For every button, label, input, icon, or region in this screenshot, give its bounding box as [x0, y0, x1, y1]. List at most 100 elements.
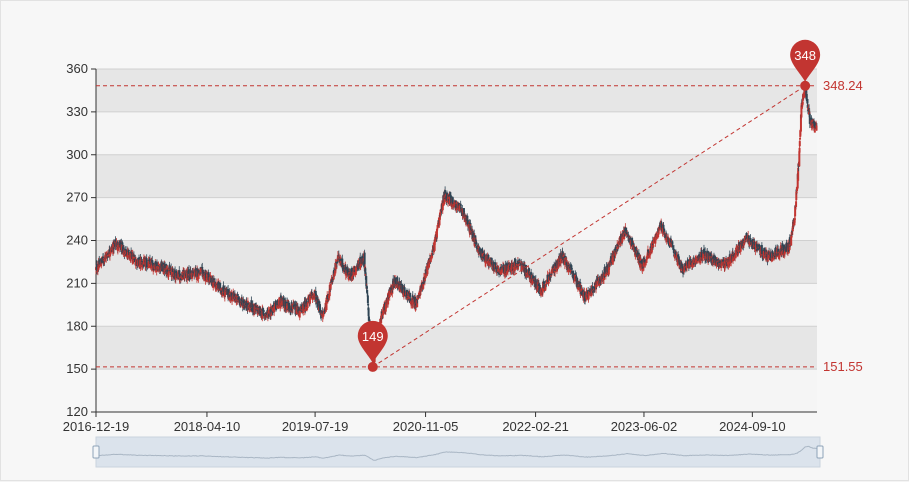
min-point-dot[interactable]: [367, 361, 378, 372]
candle-body[interactable]: [806, 98, 809, 104]
candle-body[interactable]: [162, 271, 165, 274]
candle-body[interactable]: [481, 253, 484, 257]
candle-body[interactable]: [116, 248, 119, 252]
candle-body[interactable]: [771, 251, 774, 253]
candle-body[interactable]: [805, 94, 808, 100]
candle-body[interactable]: [426, 264, 429, 275]
datazoom-handle-right[interactable]: [816, 445, 824, 459]
candle-body[interactable]: [325, 297, 328, 311]
candle-body[interactable]: [450, 196, 453, 204]
candle-body[interactable]: [617, 241, 620, 245]
candle-body[interactable]: [199, 269, 202, 273]
candle-body[interactable]: [270, 311, 273, 316]
candle-body[interactable]: [620, 233, 623, 243]
candle-body[interactable]: [794, 206, 797, 217]
candle-body[interactable]: [396, 277, 399, 286]
candle-body[interactable]: [436, 228, 439, 231]
candle-body[interactable]: [100, 260, 103, 263]
candle-body[interactable]: [250, 308, 253, 310]
candle-body[interactable]: [652, 238, 655, 240]
candle-body[interactable]: [261, 308, 264, 311]
candle-body[interactable]: [432, 250, 435, 253]
candle-body[interactable]: [645, 256, 648, 259]
candle-body[interactable]: [222, 285, 225, 292]
candle-body[interactable]: [351, 276, 354, 279]
candle-body[interactable]: [636, 252, 639, 258]
candle-body[interactable]: [735, 248, 738, 256]
candle-body[interactable]: [167, 271, 170, 277]
candle-body[interactable]: [577, 287, 580, 290]
candle-body[interactable]: [277, 301, 280, 305]
candle-body[interactable]: [778, 255, 781, 259]
candle-body[interactable]: [544, 283, 547, 287]
candle-body[interactable]: [401, 284, 404, 294]
candle-body[interactable]: [793, 218, 796, 220]
candle-body[interactable]: [443, 194, 446, 205]
candle-body[interactable]: [556, 260, 559, 269]
candle-body[interactable]: [547, 282, 550, 284]
candle-body[interactable]: [145, 258, 148, 268]
candle-body[interactable]: [494, 262, 497, 266]
candle-body[interactable]: [507, 264, 510, 271]
candle-body[interactable]: [808, 113, 811, 124]
candle-body[interactable]: [784, 249, 787, 253]
candle-body[interactable]: [702, 249, 705, 253]
candle-body[interactable]: [667, 238, 670, 244]
candle-body[interactable]: [525, 269, 528, 278]
max-point-dot[interactable]: [800, 80, 811, 91]
candle-body[interactable]: [347, 274, 350, 281]
candle-body[interactable]: [530, 272, 533, 280]
candle-body[interactable]: [644, 261, 647, 266]
candle-body[interactable]: [658, 226, 661, 231]
candle-body[interactable]: [157, 265, 160, 270]
candle-body[interactable]: [283, 298, 286, 309]
candle-body[interactable]: [416, 297, 419, 299]
candle-body[interactable]: [201, 269, 204, 272]
candle-body[interactable]: [753, 241, 756, 245]
candle-body[interactable]: [433, 239, 436, 251]
datazoom-slider[interactable]: [95, 436, 821, 468]
candle-body[interactable]: [696, 256, 699, 258]
candle-body[interactable]: [634, 251, 637, 257]
candle-body[interactable]: [797, 167, 800, 181]
candle-body[interactable]: [398, 287, 401, 291]
candle-body[interactable]: [752, 238, 755, 249]
candle-body[interactable]: [758, 247, 761, 251]
candle-body[interactable]: [771, 258, 774, 262]
candle-body[interactable]: [429, 255, 432, 257]
candle-body[interactable]: [459, 204, 462, 207]
candle-body[interactable]: [603, 267, 606, 277]
candle-body[interactable]: [739, 243, 742, 252]
candle-body[interactable]: [553, 264, 556, 268]
candle-body[interactable]: [333, 273, 336, 277]
candle-body[interactable]: [411, 296, 414, 305]
candle-body[interactable]: [365, 286, 368, 289]
candle-body[interactable]: [178, 273, 181, 277]
candle-body[interactable]: [188, 275, 191, 279]
candle-body[interactable]: [795, 187, 798, 192]
candle-body[interactable]: [391, 286, 394, 288]
candle-body[interactable]: [118, 243, 121, 249]
candle-body[interactable]: [649, 246, 652, 248]
candle-body[interactable]: [804, 90, 807, 98]
candle-body[interactable]: [366, 295, 369, 304]
candle-body[interactable]: [277, 304, 280, 309]
candle-body[interactable]: [800, 105, 803, 118]
candle-body[interactable]: [318, 304, 321, 313]
candle-body[interactable]: [430, 257, 433, 260]
candle-body[interactable]: [217, 281, 220, 289]
candle-body[interactable]: [532, 276, 535, 280]
candle-body[interactable]: [494, 267, 497, 269]
candle-body[interactable]: [686, 259, 689, 264]
candle-body[interactable]: [517, 262, 520, 264]
candle-body[interactable]: [737, 244, 740, 252]
candle-body[interactable]: [574, 274, 577, 278]
candle-body[interactable]: [698, 254, 701, 261]
candle-body[interactable]: [403, 287, 406, 294]
candle-body[interactable]: [175, 273, 178, 278]
candle-body[interactable]: [409, 293, 412, 297]
candle-body[interactable]: [795, 191, 798, 201]
candle-body[interactable]: [499, 270, 502, 275]
candle-body[interactable]: [651, 241, 654, 245]
candle-body[interactable]: [327, 297, 330, 299]
